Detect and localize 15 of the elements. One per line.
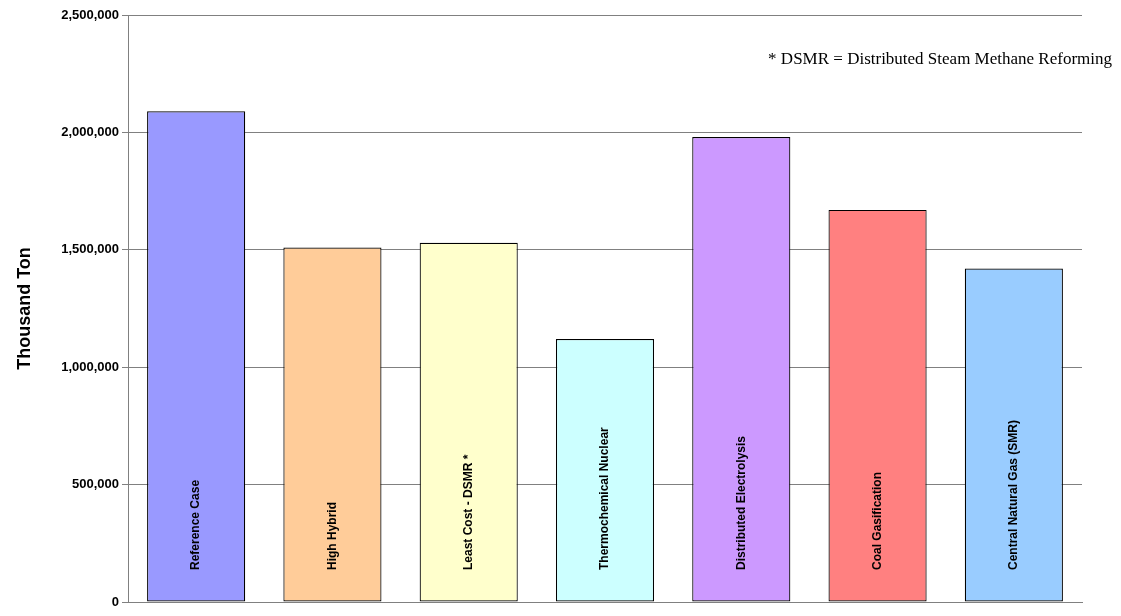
x-tick-label: Central Natural Gas (SMR): [1006, 419, 1021, 570]
y-tick-label: 1,500,000: [61, 241, 119, 257]
x-tick-label: Reference Case: [188, 479, 203, 570]
annotation: * DSMR = Distributed Steam Methane Reforming: [768, 49, 1113, 69]
x-tick-label: Distributed Electrolysis: [733, 435, 748, 570]
y-tick-label: 0: [111, 593, 119, 609]
x-tick-label: Coal Gasification: [869, 471, 884, 570]
x-tick-label: Thermochemical Nuclear: [597, 426, 612, 570]
y-axis-title: Thousand Ton: [13, 247, 34, 370]
y-tick-label: 1,000,000: [61, 358, 119, 374]
y-tick-label: 2,000,000: [61, 123, 119, 139]
y-tick-label: 2,500,000: [61, 6, 119, 22]
x-tick-label: Least Cost - DSMR *: [461, 454, 476, 570]
y-tick-label: 500,000: [72, 476, 119, 492]
x-tick-label: High Hybrid: [324, 502, 339, 570]
